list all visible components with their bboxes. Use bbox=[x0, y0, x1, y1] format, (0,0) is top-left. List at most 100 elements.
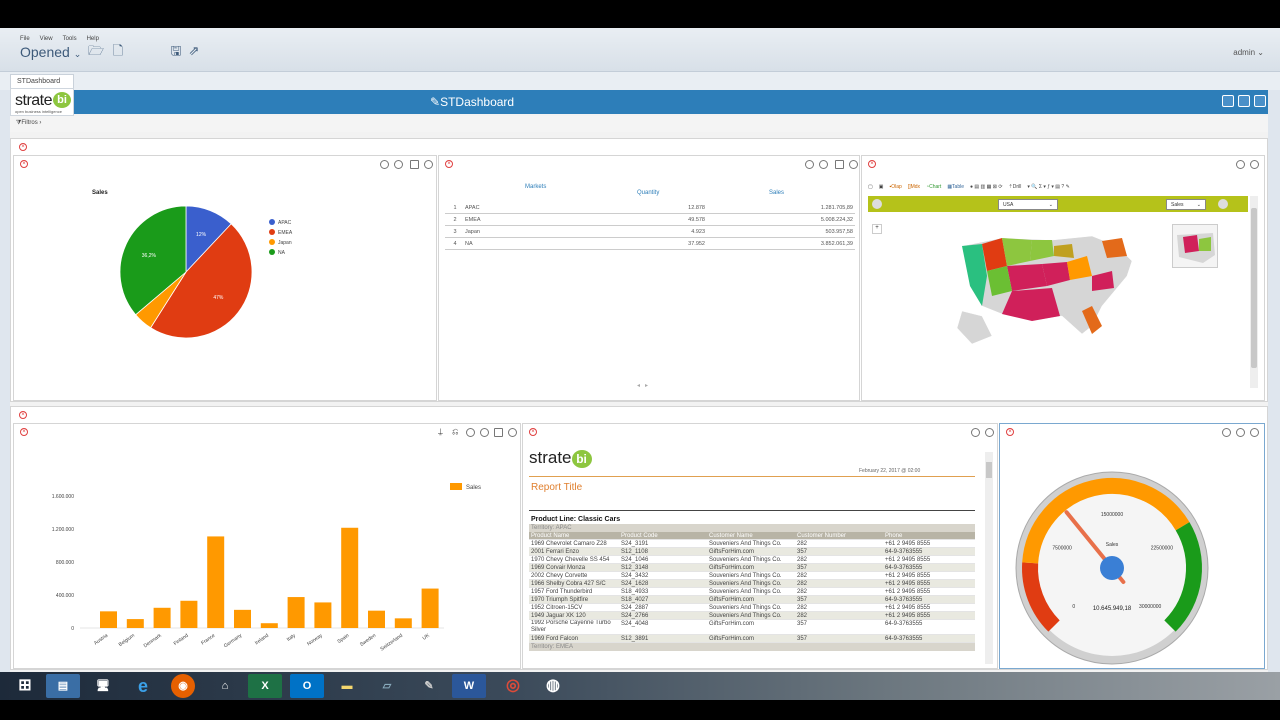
new-icon[interactable]: ▢ bbox=[868, 184, 873, 190]
pie-slice-emea[interactable] bbox=[150, 223, 253, 339]
chart-button[interactable]: ◔Chart bbox=[926, 184, 942, 190]
drill-button[interactable]: ⇡Drill bbox=[1008, 184, 1022, 190]
obs-icon[interactable]: ◍ bbox=[546, 677, 560, 694]
gear-icon[interactable] bbox=[1250, 160, 1259, 169]
search-icon[interactable] bbox=[1236, 160, 1245, 169]
info-icon[interactable] bbox=[466, 428, 475, 437]
internet-explorer-icon[interactable]: e bbox=[137, 676, 148, 696]
search-icon[interactable] bbox=[1236, 428, 1245, 437]
layout-icon[interactable] bbox=[1238, 95, 1250, 107]
gear-icon[interactable] bbox=[1250, 428, 1259, 437]
settings-icon[interactable] bbox=[1254, 95, 1266, 107]
save-as-icon[interactable]: ⇗ bbox=[188, 43, 200, 58]
home-icon[interactable]: ⌂ bbox=[221, 680, 229, 692]
col-header-markets[interactable]: Markets bbox=[525, 184, 547, 190]
settings-icon[interactable] bbox=[1218, 199, 1228, 209]
toolbar-icons-2[interactable]: ▾ 🔍 Σ ▾ ƒ ▾ ▤ ? ✎ bbox=[1027, 184, 1070, 190]
menu-tools[interactable]: Tools bbox=[62, 36, 77, 42]
olap-button[interactable]: ▪Olap bbox=[889, 184, 902, 190]
pagination-arrows[interactable]: ◂ ▸ bbox=[637, 383, 649, 389]
bar-norway[interactable] bbox=[314, 602, 332, 628]
zoom-button[interactable]: + bbox=[872, 224, 882, 234]
firefox-icon[interactable]: ◉ bbox=[171, 674, 195, 698]
folder-icon[interactable]: ▬ bbox=[341, 680, 353, 692]
toolbar-icons[interactable]: ● ▤ ▥ ▦ ⊠ ⟳ bbox=[970, 184, 1003, 190]
bar-finland[interactable] bbox=[180, 600, 198, 628]
bar-germany[interactable] bbox=[234, 609, 251, 628]
gear-icon[interactable] bbox=[424, 160, 433, 169]
scrollbar-thumb[interactable] bbox=[986, 462, 992, 478]
map-scrollbar[interactable] bbox=[1250, 196, 1258, 388]
scrollbar-thumb[interactable] bbox=[1251, 208, 1257, 368]
gear-icon[interactable] bbox=[849, 160, 858, 169]
legend-item-japan[interactable]: Japan bbox=[278, 240, 292, 246]
chrome-icon[interactable]: ◎ bbox=[506, 677, 520, 694]
pin-icon[interactable]: ⍊ bbox=[438, 427, 447, 436]
outlook-icon[interactable]: O bbox=[290, 674, 324, 698]
table-button[interactable]: ▦Table bbox=[947, 184, 964, 190]
col-header-quantity[interactable]: Quantity bbox=[637, 190, 660, 196]
bar-austria[interactable] bbox=[100, 611, 117, 628]
gear-icon[interactable] bbox=[508, 428, 517, 437]
pie-slice-na[interactable] bbox=[119, 205, 187, 316]
bar-switzerland[interactable] bbox=[394, 618, 412, 628]
close-panel-icon[interactable]: × bbox=[445, 160, 453, 168]
info-icon[interactable] bbox=[380, 160, 389, 169]
legend-item-na[interactable]: NA bbox=[278, 250, 286, 256]
opened-dropdown[interactable]: Opened ⌄ bbox=[20, 44, 81, 60]
close-panel-icon[interactable]: × bbox=[868, 160, 876, 168]
bar-italy[interactable] bbox=[287, 597, 305, 628]
excel-icon[interactable]: X bbox=[248, 674, 282, 698]
close-row-icon[interactable]: × bbox=[19, 143, 27, 151]
mdx-button[interactable]: []Mdx bbox=[907, 184, 921, 190]
share-icon[interactable]: ⎌ bbox=[452, 427, 461, 436]
computer-icon[interactable]: 🖥 bbox=[96, 680, 110, 692]
save-icon[interactable]: ▣ bbox=[878, 184, 884, 190]
home-icon[interactable] bbox=[872, 199, 882, 209]
bar-belgium[interactable] bbox=[126, 619, 144, 628]
measure-select[interactable]: Sales ⌄ bbox=[1166, 199, 1206, 210]
col-header-sales[interactable]: Sales bbox=[769, 190, 785, 196]
table-icon[interactable] bbox=[494, 428, 503, 437]
close-panel-icon[interactable]: × bbox=[20, 160, 28, 168]
table-row[interactable]: 3 Japan 4.923 503.957,58 bbox=[445, 226, 855, 238]
menu-help[interactable]: Help bbox=[86, 36, 99, 42]
paint-icon[interactable]: ✎ bbox=[424, 680, 434, 692]
country-select[interactable]: USA ⌄ bbox=[998, 199, 1058, 210]
close-panel-icon[interactable]: × bbox=[529, 428, 537, 436]
legend-item-emea[interactable]: EMEA bbox=[278, 230, 293, 236]
search-icon[interactable] bbox=[394, 160, 403, 169]
search-icon[interactable] bbox=[819, 160, 828, 169]
menu-view[interactable]: View bbox=[39, 36, 53, 42]
tab-stdashboard[interactable]: STDashboard bbox=[10, 74, 74, 90]
menu-file[interactable]: File bbox=[20, 36, 30, 42]
close-panel-icon[interactable]: × bbox=[1006, 428, 1014, 436]
bar-denmark[interactable] bbox=[153, 607, 171, 628]
export-icon[interactable] bbox=[1222, 95, 1234, 107]
new-file-icon[interactable]: 🗋 bbox=[112, 43, 124, 58]
report-scrollbar[interactable] bbox=[985, 452, 993, 664]
legend-item-apac[interactable]: APAC bbox=[278, 220, 292, 226]
bar-uk[interactable] bbox=[421, 588, 439, 628]
table-row[interactable]: 4 NA 37.952 3.852.061,39 bbox=[445, 238, 855, 250]
explorer-icon[interactable]: ▤ bbox=[46, 674, 80, 698]
search-icon[interactable] bbox=[971, 428, 980, 437]
close-panel-icon[interactable]: × bbox=[20, 428, 28, 436]
table-row[interactable]: 2 EMEA 49.578 5.008.224,32 bbox=[445, 214, 855, 226]
save-icon[interactable]: 🖫 bbox=[170, 43, 182, 58]
word-icon[interactable]: W bbox=[452, 674, 486, 698]
bar-france[interactable] bbox=[207, 536, 225, 628]
open-folder-icon[interactable]: 🗁 bbox=[88, 43, 105, 58]
bar-ireland[interactable] bbox=[260, 623, 278, 628]
table-row[interactable]: 1 APAC 12.878 1.281.705,89 bbox=[445, 202, 855, 214]
table-icon[interactable] bbox=[410, 160, 419, 169]
close-row-icon[interactable]: × bbox=[19, 411, 27, 419]
info-icon[interactable] bbox=[1222, 428, 1231, 437]
search-icon[interactable] bbox=[480, 428, 489, 437]
bar-sweden[interactable] bbox=[368, 610, 385, 628]
map-minimap[interactable] bbox=[1172, 224, 1218, 268]
user-menu[interactable]: admin ⌄ bbox=[1233, 48, 1264, 57]
gear-icon[interactable] bbox=[985, 428, 994, 437]
bar-spain[interactable] bbox=[341, 527, 359, 628]
info-icon[interactable] bbox=[805, 160, 814, 169]
